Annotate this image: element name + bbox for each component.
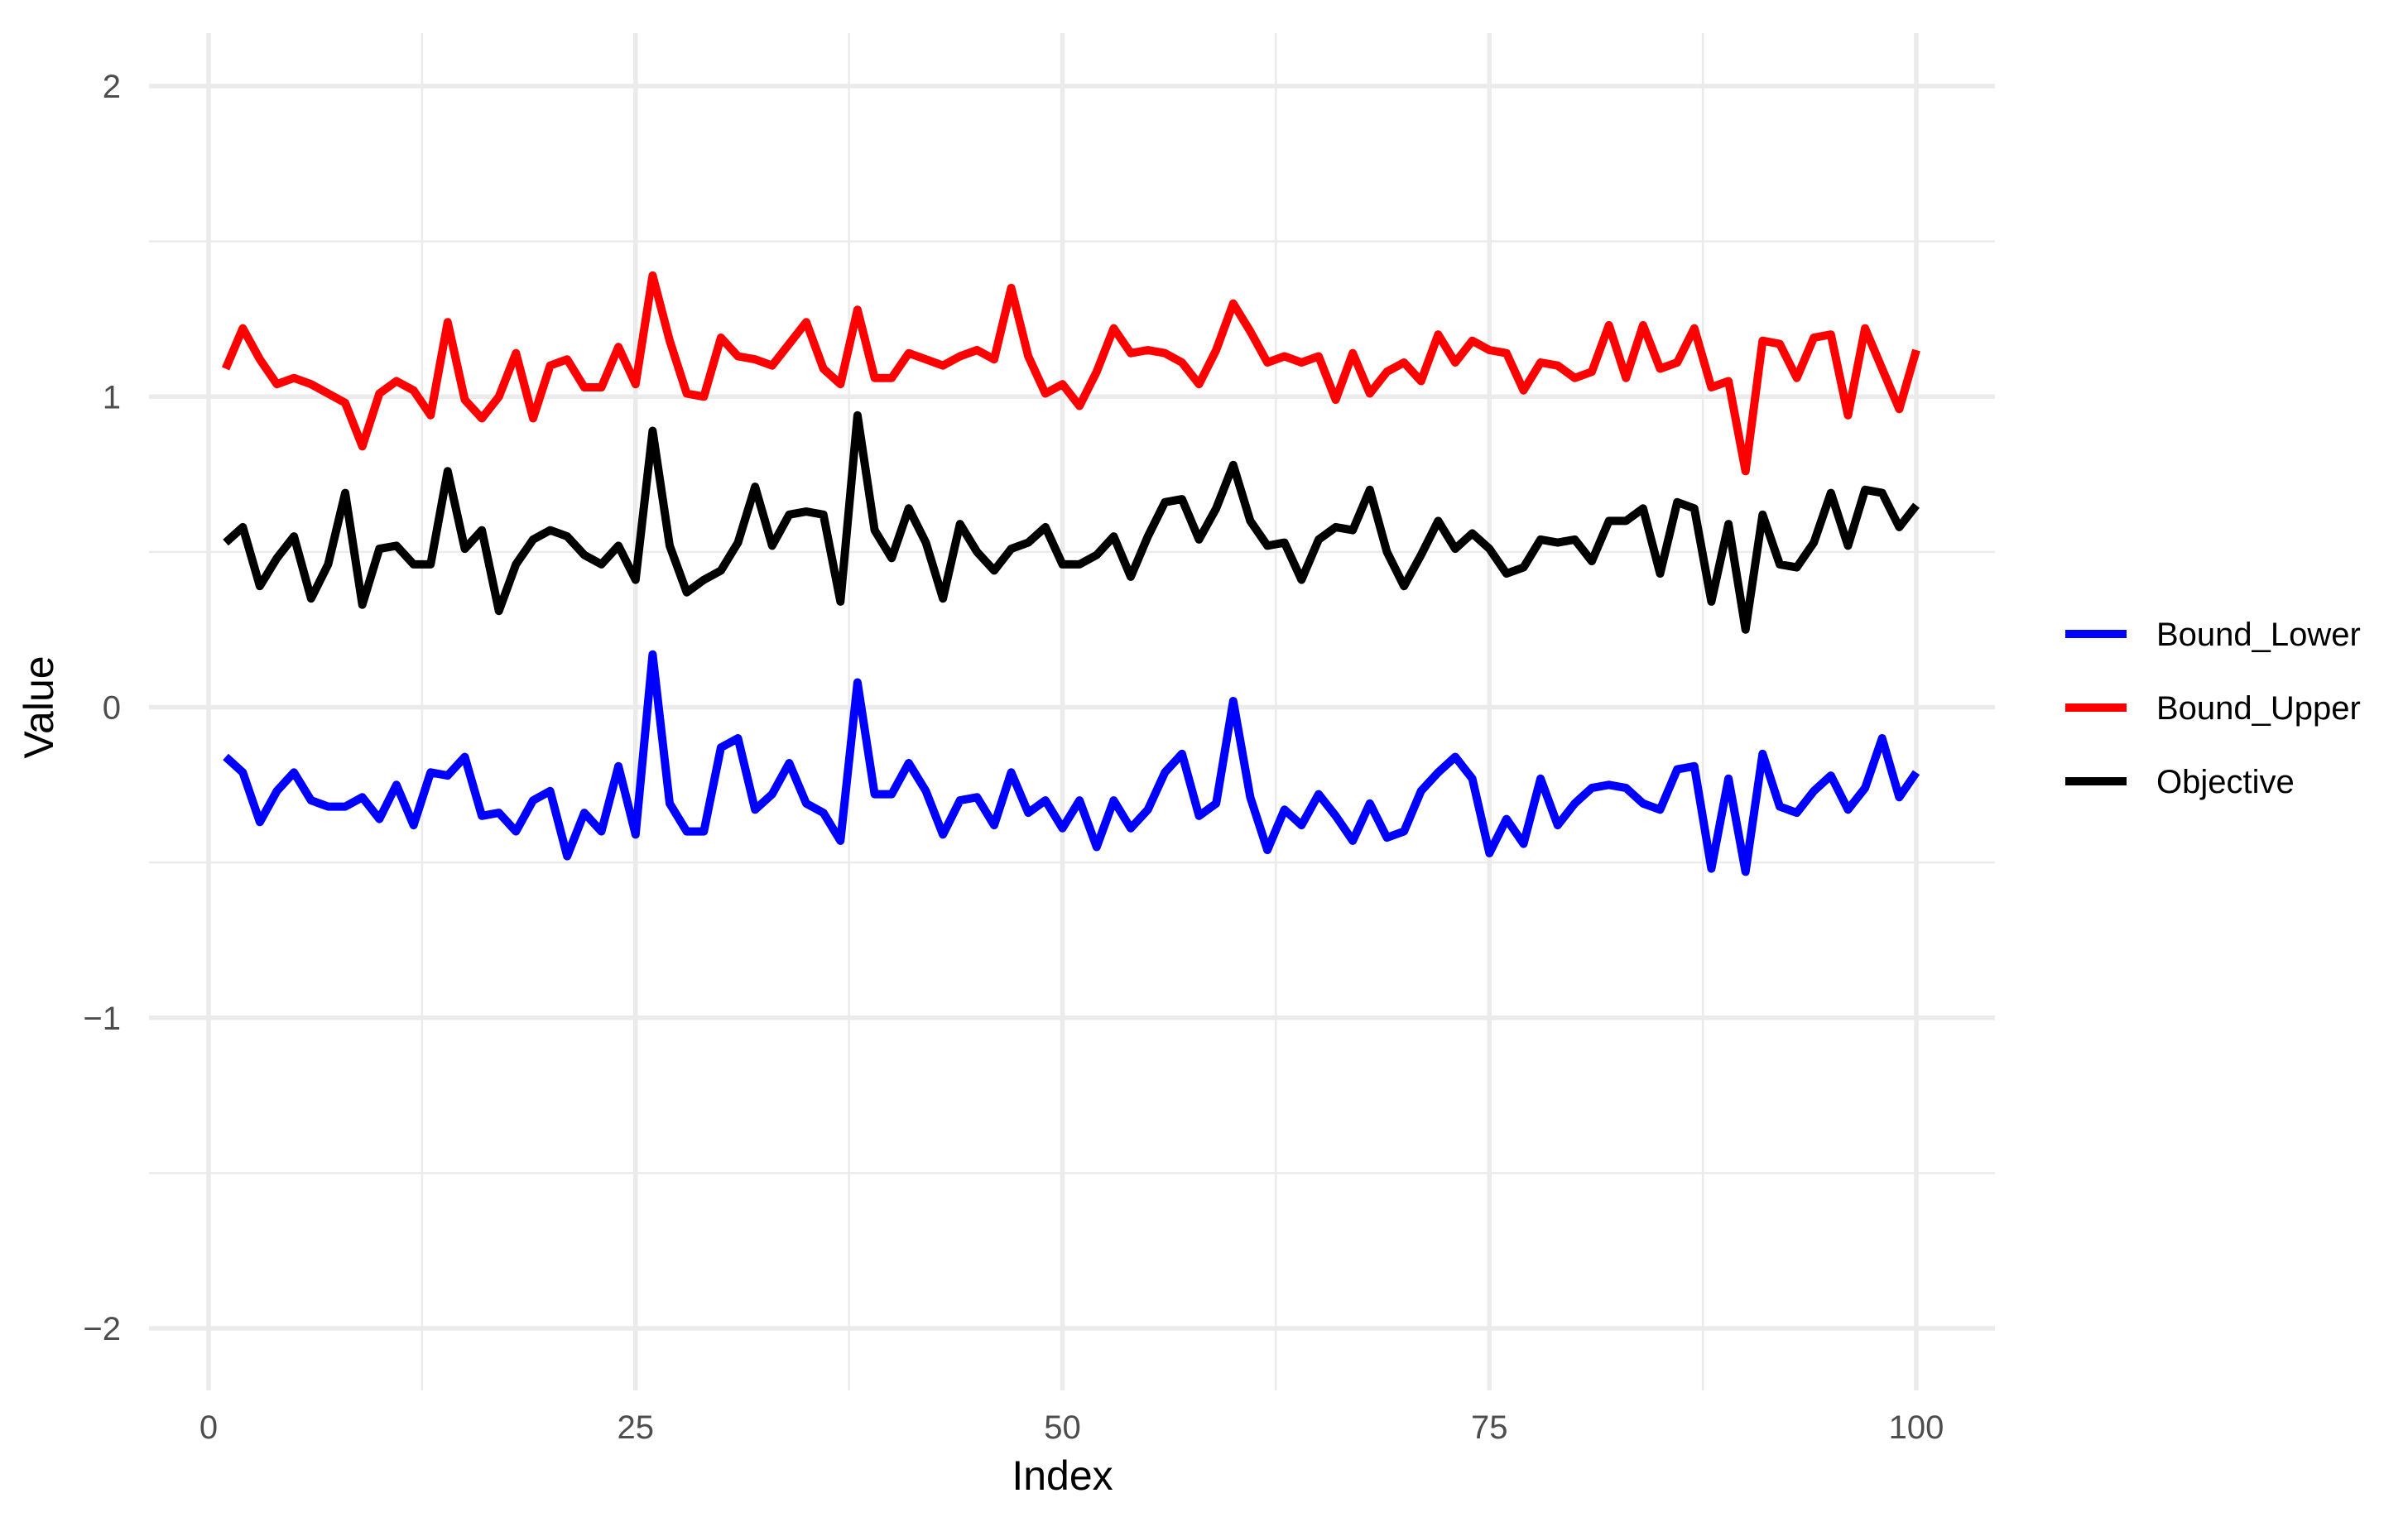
y-tick-label: 2	[103, 69, 121, 105]
y-axis-tick-labels: −2 −1 0 1 2	[83, 69, 121, 1347]
y-tick-label: 1	[103, 379, 121, 415]
legend: Bound_Lower Bound_Upper Objective	[2065, 617, 2361, 800]
x-tick-label: 50	[1044, 1409, 1081, 1446]
series-layer	[221, 271, 1920, 876]
y-tick-label: −1	[83, 1001, 121, 1037]
y-tick-label: −2	[83, 1311, 121, 1347]
series-line-bound-upper	[221, 271, 1920, 476]
x-axis-tick-labels: 0 25 50 75 100	[199, 1409, 1944, 1446]
x-tick-label: 25	[618, 1409, 655, 1446]
series-line-bound-lower	[223, 650, 1920, 876]
legend-label-objective: Objective	[2156, 764, 2295, 800]
legend-label-bound-lower: Bound_Lower	[2156, 617, 2361, 653]
x-tick-label: 75	[1471, 1409, 1508, 1446]
x-tick-label: 0	[199, 1409, 218, 1446]
x-axis-title: Index	[1012, 1452, 1113, 1499]
legend-label-bound-upper: Bound_Upper	[2156, 690, 2361, 727]
y-axis-title: Value	[16, 655, 62, 758]
series-line-objective	[223, 411, 1920, 634]
x-tick-label: 100	[1889, 1409, 1944, 1446]
y-tick-label: 0	[103, 690, 121, 727]
